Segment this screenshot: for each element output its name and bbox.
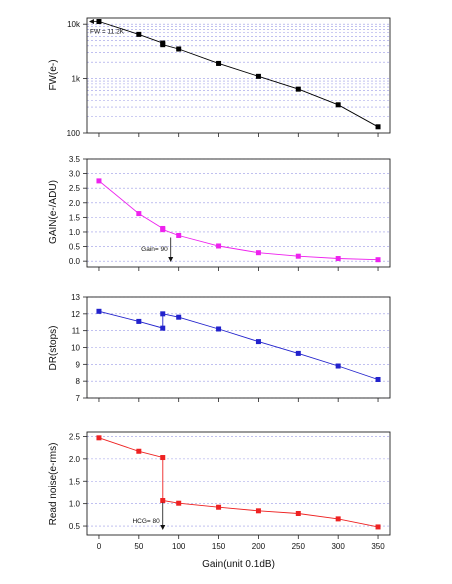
annotation-label: HCG= 80 — [132, 518, 160, 525]
arrow-head — [160, 525, 166, 530]
data-point — [216, 326, 222, 332]
data-point — [136, 448, 142, 454]
y-tick-label: 12 — [71, 310, 80, 319]
series-line — [98, 21, 379, 128]
annotation-label: Gain= 90 — [141, 246, 168, 253]
y-tick-label: 2.0 — [69, 455, 81, 464]
x-tick-label: 350 — [371, 542, 385, 551]
x-tick-label: 150 — [212, 542, 226, 551]
x-tick-label: 200 — [252, 542, 266, 551]
y-tick-label: 3.0 — [69, 170, 81, 179]
y-tick-label: 0.5 — [69, 522, 81, 531]
y-tick-label: 2.5 — [69, 184, 81, 193]
y-tick-label: 1.5 — [69, 477, 81, 486]
data-point — [255, 508, 261, 514]
y-tick-label: 0.0 — [69, 257, 81, 266]
y-axis-label: Read noise(e-rms) — [48, 443, 59, 526]
data-point — [176, 314, 182, 320]
annotation-label: FW = 11.2K — [90, 29, 125, 36]
panel-2: 0.0 0.5 1.0 1.5 2.0 2.5 3.0 3.5 GAIN(e-/ADU) Gain… — [48, 155, 391, 271]
data-point — [335, 363, 341, 369]
data-point — [160, 42, 166, 48]
data-point — [375, 257, 381, 263]
y-tick-label: 13 — [71, 293, 80, 302]
y-axis-label: GAIN(e-/ADU) — [48, 180, 59, 244]
data-point — [216, 60, 222, 66]
panel-3: 7 8 9 10 11 12 13 DR(stops) — [48, 293, 391, 403]
y-tick-label: 2.0 — [69, 199, 81, 208]
y-tick-label: 8 — [76, 377, 81, 386]
y-axis-label: FW(e-) — [48, 59, 59, 90]
y-tick-label: 7 — [76, 394, 81, 403]
y-tick-label: 0.5 — [69, 243, 81, 252]
y-tick-label: 3.5 — [69, 155, 81, 164]
data-point — [136, 318, 142, 324]
y-tick-label: 10 — [71, 344, 80, 353]
plot-frame — [86, 431, 391, 536]
panel-4: 0.5 1.0 1.5 2.0 2.5 Read noise(e-rms) HCG= 80 — [48, 431, 391, 539]
data-point — [136, 211, 142, 217]
data-point — [335, 256, 341, 262]
data-point — [375, 524, 381, 530]
y-tick-label: 1.5 — [69, 213, 81, 222]
x-axis-label: Gain(unit 0.1dB) — [202, 559, 275, 570]
y-tick-label: 9 — [76, 360, 81, 369]
plot-frame — [86, 158, 391, 268]
data-point — [295, 350, 301, 356]
series-line — [98, 180, 379, 261]
data-point — [160, 325, 166, 331]
data-point — [96, 19, 102, 25]
data-point — [335, 102, 341, 108]
panel-1: 100 1k 10k FW(e-) FW = 11.2K — [48, 17, 391, 138]
x-tick-label: 100 — [172, 542, 186, 551]
y-tick-label: 10k — [67, 20, 81, 29]
plot-frame — [86, 17, 391, 134]
x-tick-label: 300 — [331, 542, 345, 551]
y-tick-label: 11 — [72, 327, 81, 336]
data-point — [255, 73, 261, 79]
data-point — [255, 250, 261, 256]
arrow-head — [89, 19, 94, 25]
data-point — [176, 46, 182, 52]
y-axis-label: DR(stops) — [48, 325, 59, 370]
data-point — [375, 124, 381, 130]
data-point — [375, 376, 381, 382]
data-point — [335, 516, 341, 522]
data-point — [136, 31, 142, 37]
data-point — [160, 311, 166, 317]
data-point — [96, 178, 102, 184]
data-point — [96, 435, 102, 441]
arrow-head — [168, 257, 174, 262]
data-point — [96, 308, 102, 314]
data-point — [295, 253, 301, 259]
data-point — [216, 243, 222, 249]
y-tick-label: 100 — [67, 129, 81, 138]
data-point — [216, 504, 222, 510]
x-tick-label: 50 — [134, 542, 143, 551]
data-point — [176, 500, 182, 506]
y-tick-label: 1k — [72, 75, 81, 84]
data-point — [176, 232, 182, 238]
x-tick-label: 250 — [292, 542, 306, 551]
y-tick-label: 2.5 — [69, 432, 81, 441]
y-tick-label: 1.0 — [69, 500, 81, 509]
data-point — [160, 227, 166, 233]
data-point — [255, 339, 261, 345]
data-point — [160, 455, 166, 461]
data-point — [295, 86, 301, 92]
y-tick-label: 1.0 — [69, 228, 81, 237]
series-line — [98, 310, 379, 380]
series-line — [98, 437, 379, 528]
data-point — [160, 498, 166, 504]
x-tick-label: 0 — [97, 542, 102, 551]
data-point — [295, 511, 301, 517]
